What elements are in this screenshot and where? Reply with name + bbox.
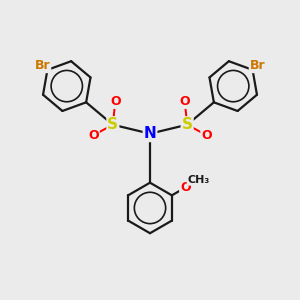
Text: O: O xyxy=(180,181,190,194)
Text: Br: Br xyxy=(250,59,265,72)
Text: O: O xyxy=(201,129,212,142)
Text: CH₃: CH₃ xyxy=(188,175,210,185)
Text: O: O xyxy=(110,95,121,108)
Text: N: N xyxy=(144,126,156,141)
Text: S: S xyxy=(107,117,118,132)
Text: O: O xyxy=(88,129,99,142)
Text: O: O xyxy=(179,95,190,108)
Text: Br: Br xyxy=(35,59,50,72)
Text: S: S xyxy=(182,117,193,132)
